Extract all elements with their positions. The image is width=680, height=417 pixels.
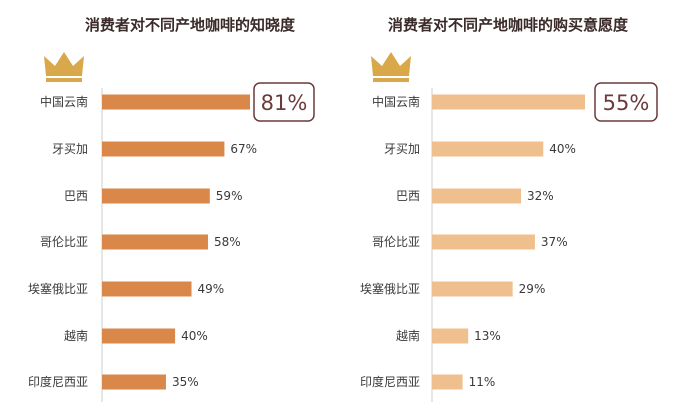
awareness-bar (102, 188, 210, 204)
purchase-value-label: 29% (519, 282, 546, 296)
awareness-category-label: 越南 (64, 328, 88, 343)
purchase-category-label: 巴西 (396, 189, 420, 203)
purchase-value-label: 40% (549, 142, 576, 156)
awareness-category-label: 印度尼西亚 (28, 374, 88, 389)
purchase-bar (432, 328, 469, 344)
awareness-value-label: 59% (216, 189, 243, 203)
purchase-bar (432, 141, 544, 157)
awareness-highlight-value: 81% (261, 91, 308, 115)
awareness-category-label: 哥伦比亚 (40, 234, 88, 249)
purchase-bar (432, 94, 585, 110)
purchase-value-label: 13% (474, 329, 501, 343)
awareness-bar (102, 234, 208, 250)
purchase-crown-base (373, 78, 409, 82)
awareness-bar (102, 141, 225, 157)
purchase-category-label: 越南 (396, 328, 420, 343)
awareness-value-label: 40% (181, 329, 208, 343)
awareness-bar (102, 281, 192, 297)
awareness-category-label: 巴西 (64, 189, 88, 203)
awareness-value-label: 35% (172, 375, 199, 389)
awareness-crown-icon (44, 52, 84, 76)
purchase-value-label: 32% (527, 189, 554, 203)
purchase-bar (432, 281, 513, 297)
awareness-category-label: 埃塞俄比亚 (28, 281, 88, 296)
awareness-category-label: 牙买加 (52, 142, 88, 156)
purchase-category-label: 埃塞俄比亚 (360, 281, 420, 296)
awareness-value-label: 58% (214, 235, 241, 249)
purchase-category-label: 哥伦比亚 (372, 234, 420, 249)
awareness-highlight-box (253, 82, 315, 122)
purchase-category-label: 牙买加 (384, 142, 420, 156)
purchase-crown-icon (371, 52, 411, 76)
purchase-value-label: 11% (469, 375, 496, 389)
purchase-category-label: 印度尼西亚 (360, 374, 420, 389)
awareness-category-label: 中国云南 (40, 94, 88, 109)
awareness-bar (102, 328, 176, 344)
purchase-category-label: 中国云南 (372, 94, 420, 109)
purchase-value-label: 37% (541, 235, 568, 249)
purchase-chart-title: 消费者对不同产地咖啡的购买意愿度 (388, 16, 629, 34)
purchase-highlight-box (594, 82, 658, 122)
purchase-bar (432, 374, 463, 390)
purchase-bar (432, 188, 522, 204)
awareness-chart-title: 消费者对不同产地咖啡的知晓度 (85, 16, 296, 34)
purchase-bar (432, 234, 535, 250)
purchase-highlight-value: 55% (603, 91, 650, 115)
awareness-bar (102, 374, 166, 390)
awareness-bar (102, 94, 250, 110)
awareness-value-label: 49% (198, 282, 225, 296)
awareness-crown-base (46, 78, 82, 82)
awareness-value-label: 67% (230, 142, 257, 156)
